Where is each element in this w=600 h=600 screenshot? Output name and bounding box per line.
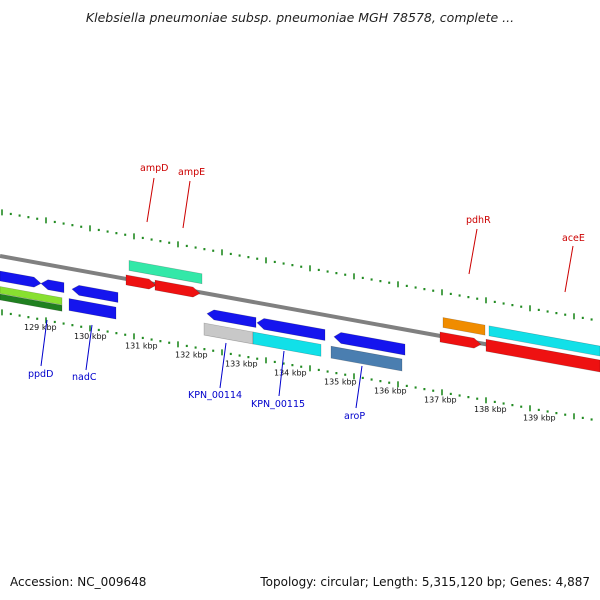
gene-label-ppdD[interactable]: ppdD: [28, 369, 53, 380]
kbp-label: 138 kbp: [474, 405, 507, 414]
kbp-label: 129 kbp: [24, 323, 57, 332]
leader-nadC: [85, 324, 93, 371]
kbp-label: 137 kbp: [424, 396, 457, 405]
gene-label-aceE[interactable]: aceE: [562, 233, 585, 244]
gene-label-KPN_00115[interactable]: KPN_00115: [251, 399, 305, 410]
gene-blue-133-left[interactable]: [206, 309, 257, 328]
leader-ampE: [182, 180, 191, 229]
gene-label-ampD[interactable]: ampD: [140, 163, 168, 174]
leader-KPN_00115: [278, 350, 285, 397]
gene-ppdD-darkgreen[interactable]: [0, 293, 63, 312]
summary-label: Topology: circular; Length: 5,315,120 bp…: [260, 575, 590, 589]
gene-left-blue-1[interactable]: [0, 270, 42, 288]
gene-aroP-upper[interactable]: [333, 332, 406, 356]
gene-nadC[interactable]: [68, 298, 117, 320]
gene-label-pdhR[interactable]: pdhR: [466, 215, 491, 226]
inner-tick-track: [1, 309, 593, 421]
gene-nadC-upper[interactable]: [71, 285, 119, 303]
gene-blue-133-right[interactable]: [256, 318, 326, 341]
kbp-label: 133 kbp: [225, 360, 258, 369]
gene-ampD-small[interactable]: [125, 274, 157, 290]
kbp-label: 134 kbp: [274, 368, 307, 377]
gene-labels: ampD ampE pdhR aceE ppdD nadC KPN_00114 KPN_001…: [28, 163, 585, 422]
leader-ppdD: [40, 319, 48, 367]
kbp-label: 131 kbp: [125, 341, 158, 350]
map-title: Klebsiella pneumoniae subsp. pneumoniae …: [85, 10, 515, 25]
gene-label-KPN_00114[interactable]: KPN_00114: [188, 390, 242, 401]
gene-KPN_00114[interactable]: [203, 322, 254, 345]
gene-ppdD-lime[interactable]: [0, 286, 63, 306]
gene-label-ampE[interactable]: ampE: [178, 167, 205, 178]
leader-aceE: [564, 245, 574, 293]
gene-aceE[interactable]: [485, 338, 600, 373]
gene-label-nadC[interactable]: nadC: [72, 372, 97, 383]
gene-aroP[interactable]: [330, 345, 403, 372]
gene-ampE[interactable]: [154, 279, 201, 298]
gene-label-aroP[interactable]: aroP: [344, 411, 365, 422]
outer-tick-track: [1, 209, 593, 321]
gene-ampD[interactable]: [128, 260, 203, 285]
gene-KPN_00115[interactable]: [252, 331, 322, 357]
leader-aroP: [355, 365, 363, 409]
kbp-label: 139 kbp: [523, 414, 556, 423]
kbp-label: 135 kbp: [324, 378, 357, 387]
gene-left-blue-2[interactable]: [40, 279, 65, 293]
kbp-label: 136 kbp: [374, 387, 407, 396]
leader-ampD: [146, 177, 155, 223]
label-leaders: [40, 177, 574, 409]
leader-KPN_00114: [219, 342, 227, 389]
leader-pdhR: [468, 228, 478, 275]
gene-pdhR-red[interactable]: [439, 331, 482, 349]
kbp-label: 132 kbp: [175, 350, 208, 359]
gene-features[interactable]: [0, 260, 600, 373]
gene-pdhR[interactable]: [442, 317, 486, 336]
accession-label: Accession: NC_009648: [10, 575, 147, 589]
gene-aceE-cyan[interactable]: [488, 325, 600, 357]
